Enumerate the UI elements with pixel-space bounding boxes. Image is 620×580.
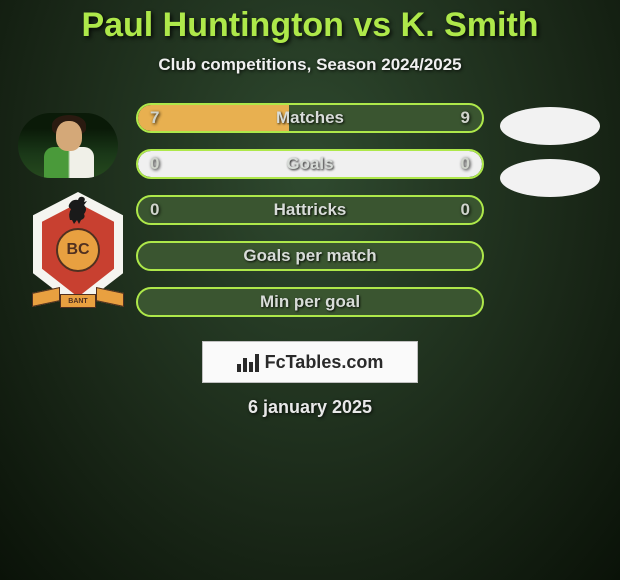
stat-row: Min per goal (136, 287, 484, 317)
player2-logo-placeholder (500, 159, 600, 197)
subtitle: Club competitions, Season 2024/2025 (0, 55, 620, 75)
badge-ribbon-right (96, 287, 124, 307)
left-column: BC BANT (8, 103, 128, 312)
player1-jersey (44, 147, 94, 178)
stat-row: 0 0 Hattricks (136, 195, 484, 225)
stat-row: Goals per match (136, 241, 484, 271)
player1-logo-placeholder (500, 107, 600, 145)
player1-photo (18, 113, 118, 178)
badge-center-circle: BC (56, 228, 100, 272)
badge-ribbon-left (32, 287, 60, 307)
badge-ribbon-center: BANT (60, 294, 96, 308)
stat-value-left: 7 (150, 108, 159, 128)
stat-value-left: 0 (150, 154, 159, 174)
page-title: Paul Huntington vs K. Smith (0, 6, 620, 45)
date-text: 6 january 2025 (0, 397, 620, 418)
stat-value-right: 9 (461, 108, 470, 128)
stat-value-left: 0 (150, 200, 159, 220)
stat-row: 0 0 Goals (136, 149, 484, 179)
brand-text: FcTables.com (265, 352, 384, 373)
rooster-icon (64, 194, 92, 224)
player2-club-badge: BC BANT (28, 192, 128, 312)
stat-value-right: 0 (461, 200, 470, 220)
stat-row: 7 9 Matches (136, 103, 484, 133)
stat-label: Goals per match (243, 246, 376, 266)
brand-box[interactable]: FcTables.com (202, 341, 418, 383)
stat-label: Matches (276, 108, 344, 128)
stat-label: Goals (286, 154, 333, 174)
bar-chart-icon (237, 352, 259, 372)
player1-head (56, 121, 82, 151)
stat-label: Min per goal (260, 292, 360, 312)
right-column (492, 103, 612, 211)
stat-value-right: 0 (461, 154, 470, 174)
content-row: BC BANT 7 9 Matches 0 0 Goals 0 0 Hattricks Goals… (0, 103, 620, 333)
stat-label: Hattricks (274, 200, 347, 220)
bar-fill-left (138, 105, 289, 131)
comparison-container: Paul Huntington vs K. Smith Club competi… (0, 0, 620, 418)
stats-bars-column: 7 9 Matches 0 0 Goals 0 0 Hattricks Goals per mat… (128, 103, 492, 333)
